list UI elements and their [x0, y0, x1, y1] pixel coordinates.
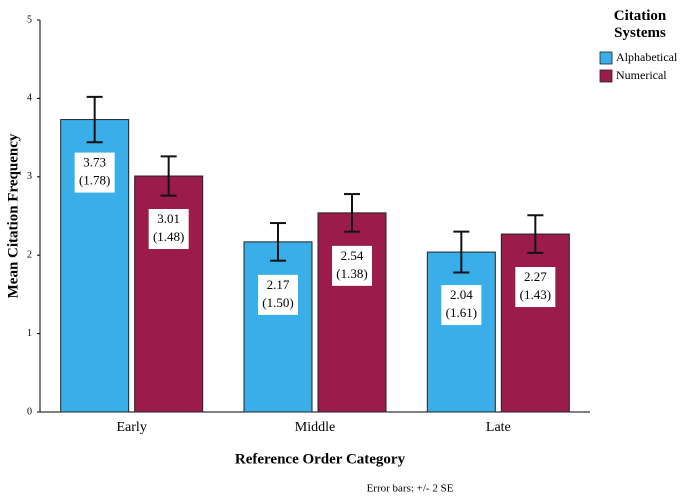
y-tick-label: 0 — [27, 406, 32, 417]
y-tick-label: 2 — [27, 249, 32, 260]
sd-label: (1.50) — [262, 295, 293, 310]
x-tick-label: Late — [486, 420, 511, 435]
x-axis-label: Reference Order Category — [235, 451, 406, 467]
legend-title: Citation Systems — [613, 8, 667, 41]
value-label: 2.54 — [341, 248, 364, 263]
value-label: 2.04 — [450, 287, 473, 302]
value-label: 2.17 — [267, 277, 290, 292]
value-label: 2.27 — [524, 269, 547, 284]
y-tick-label: 4 — [27, 93, 32, 104]
bar — [317, 212, 387, 413]
label-box — [515, 267, 556, 308]
legend-swatch — [599, 69, 613, 83]
y-axis-label: Mean Citation Frequency — [5, 133, 21, 298]
sd-label: (1.38) — [336, 266, 367, 281]
sd-label: (1.78) — [79, 173, 110, 188]
note: Error bars: +/- 2 SE — [367, 483, 454, 495]
label-box — [148, 209, 189, 250]
x-tick-label: Early — [117, 420, 147, 435]
bar — [426, 251, 496, 413]
bar — [243, 241, 313, 413]
label-box — [332, 245, 372, 286]
bar — [500, 233, 570, 413]
sd-label: (1.61) — [446, 305, 477, 320]
value-label: 3.01 — [157, 211, 180, 226]
legend-label: Alphabetical — [616, 50, 678, 64]
y-tick-label: 5 — [27, 14, 32, 25]
label-box — [74, 152, 115, 193]
y-tick-label: 1 — [27, 328, 32, 339]
legend-swatch — [599, 51, 613, 65]
label-box — [258, 274, 298, 315]
x-tick-label: Middle — [295, 420, 335, 435]
legend-label: Numerical — [616, 68, 667, 82]
label-box — [441, 285, 482, 326]
y-tick-label: 3 — [27, 171, 32, 182]
sd-label: (1.48) — [153, 229, 184, 244]
value-label: 3.73 — [83, 155, 106, 170]
sd-label: (1.43) — [520, 287, 551, 302]
